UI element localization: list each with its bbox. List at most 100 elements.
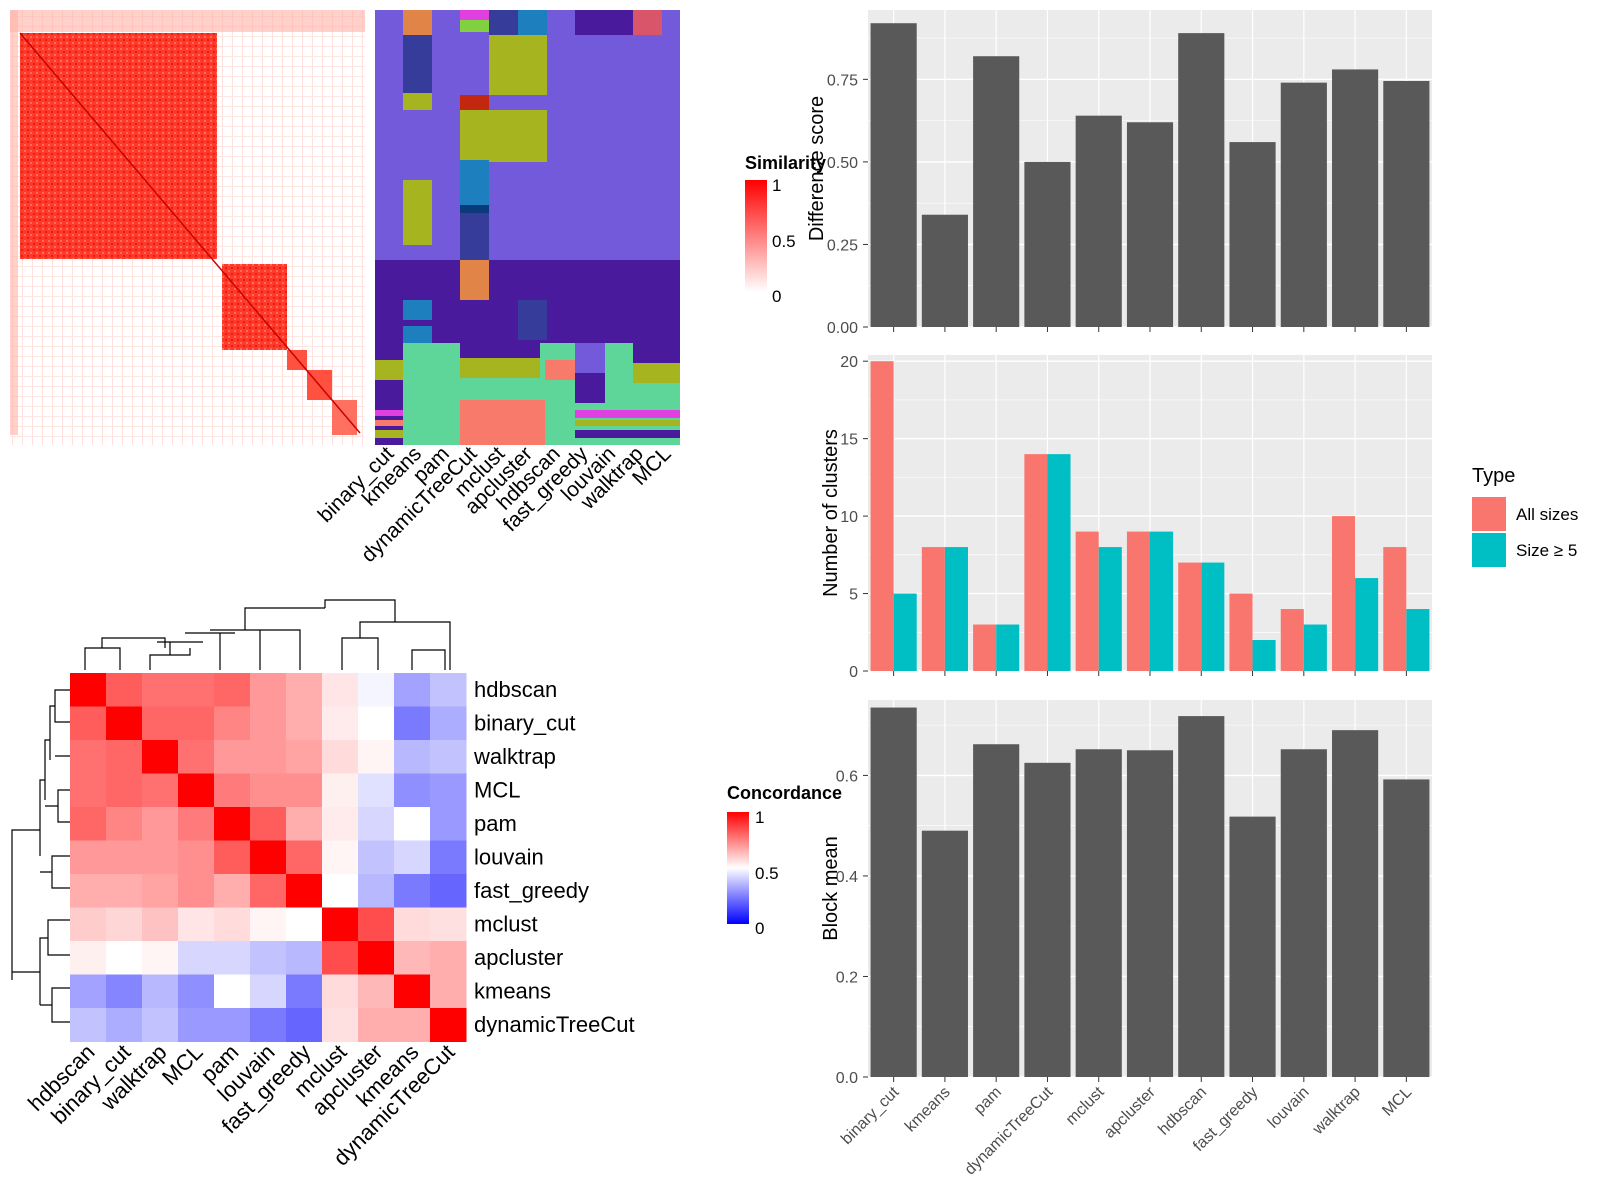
type-legend-title: Type [1472,465,1515,487]
concordance-row-label: MCL [474,777,520,802]
concordance-row-label: hdbscan [474,677,557,702]
y-tick-label: 0.25 [827,237,858,254]
y-tick-label: 0.4 [836,869,858,886]
concordance-cell [106,907,143,942]
concordance-cell [106,706,143,741]
concordance-cell [394,974,431,1009]
y-tick-label: 0.50 [827,155,858,172]
concordance-cell [214,840,251,875]
y-tick-label: 0.00 [827,320,858,337]
y-axis-label: Block mean [820,836,842,941]
concordance-cell [214,740,251,774]
concordance-cell [70,840,107,875]
concordance-cell [322,740,359,774]
concordance-row-label: pam [474,811,517,836]
concordance-cell [430,840,467,875]
x-tick-label: apcluster [1101,1083,1159,1141]
bar [1075,531,1099,671]
concordance-cell [430,874,467,908]
y-tick-label: 0 [849,664,858,681]
concordance-legend-title: Concordance [727,783,842,803]
similarity-heatmap [10,10,365,445]
concordance-cell [70,673,107,707]
concordance-cell [286,874,323,908]
concordance-cell [286,740,323,774]
concordance-cell [70,740,107,774]
concordance-tick-0: 0 [755,919,764,938]
bar [1383,547,1407,671]
concordance-cell [142,706,179,741]
bar-panel-number_of_clusters: 0 5 10 15 20 Number of clusters [820,354,1432,681]
bar [1332,730,1379,1077]
y-tick-label: 0.0 [836,1070,858,1087]
concordance-cell [430,740,467,774]
concordance-tick-1: 1 [755,808,764,827]
concordance-cell [142,1008,179,1042]
y-tick-label: 0.75 [827,72,858,89]
bar-panel-block_mean: 0.0 0.2 0.4 0.6 Block mean binary_cut kmeans pa… [820,700,1432,1178]
concordance-cell [322,807,359,841]
concordance-cell [430,706,467,741]
concordance-cell [394,907,431,942]
concordance-row-label: binary_cut [474,710,576,735]
concordance-cell [250,706,287,741]
concordance-cell [358,773,395,808]
concordance-row-labels: hdbscan binary_cut walktrap MCL pam louvain fa… [473,677,635,1037]
concordance-dendrogram [11,599,451,1023]
concordance-cell [322,907,359,942]
concordance-row-label: apcluster [474,945,563,970]
concordance-cell [106,874,143,908]
concordance-cell [250,941,287,975]
x-tick-label: walktrap [1309,1084,1364,1139]
bar [1126,122,1174,327]
concordance-cell [430,907,467,942]
concordance-cell [214,874,251,908]
concordance-cell [358,740,395,774]
concordance-cell [250,773,287,808]
concordance-cell [214,706,251,741]
concordance-cell [214,1008,251,1042]
concordance-cell [394,706,431,741]
legend-key-all-sizes [1472,497,1506,531]
concordance-cell [394,874,431,908]
concordance-cell [142,974,179,1009]
concordance-cell [358,706,395,741]
x-tick-label: kmeans [902,1084,954,1136]
bar [1024,762,1071,1077]
concordance-cell [250,974,287,1009]
concordance-cell [430,974,467,1009]
bar [1383,779,1430,1077]
bar [1126,750,1174,1077]
concordance-cell [322,840,359,875]
concordance-cell [70,807,107,841]
bar [893,593,917,671]
concordance-cell [142,840,179,875]
concordance-cell [142,874,179,908]
similarity-tick-0: 0 [772,287,781,306]
bar [1332,69,1379,327]
concordance-cell [106,773,143,808]
bar [1280,749,1327,1077]
concordance-cell [70,974,107,1009]
similarity-tick-1: 1 [772,176,781,195]
concordance-cell [358,807,395,841]
concordance-cell [286,1008,323,1042]
bar [1075,115,1122,328]
concordance-cell [70,907,107,942]
concordance-cell [214,941,251,975]
bar [1303,624,1327,671]
concordance-cell [250,874,287,908]
concordance-row-label: louvain [474,844,544,869]
x-tick-label: dynamicTreeCut [962,1083,1057,1178]
concordance-cell [322,706,359,741]
concordance-cell [178,740,215,774]
bar-chart-panels: 0.00 0.25 0.50 0.75 Difference score 0 5 10 15 20… [806,10,1432,1178]
bar [1229,142,1276,327]
bar [1178,562,1202,671]
concordance-cell [70,773,107,808]
concordance-cell [286,974,323,1009]
concordance-cell [286,673,323,707]
concordance-row-label: walktrap [473,744,556,769]
concordance-cell [286,706,323,741]
concordance-cells [70,673,467,1042]
